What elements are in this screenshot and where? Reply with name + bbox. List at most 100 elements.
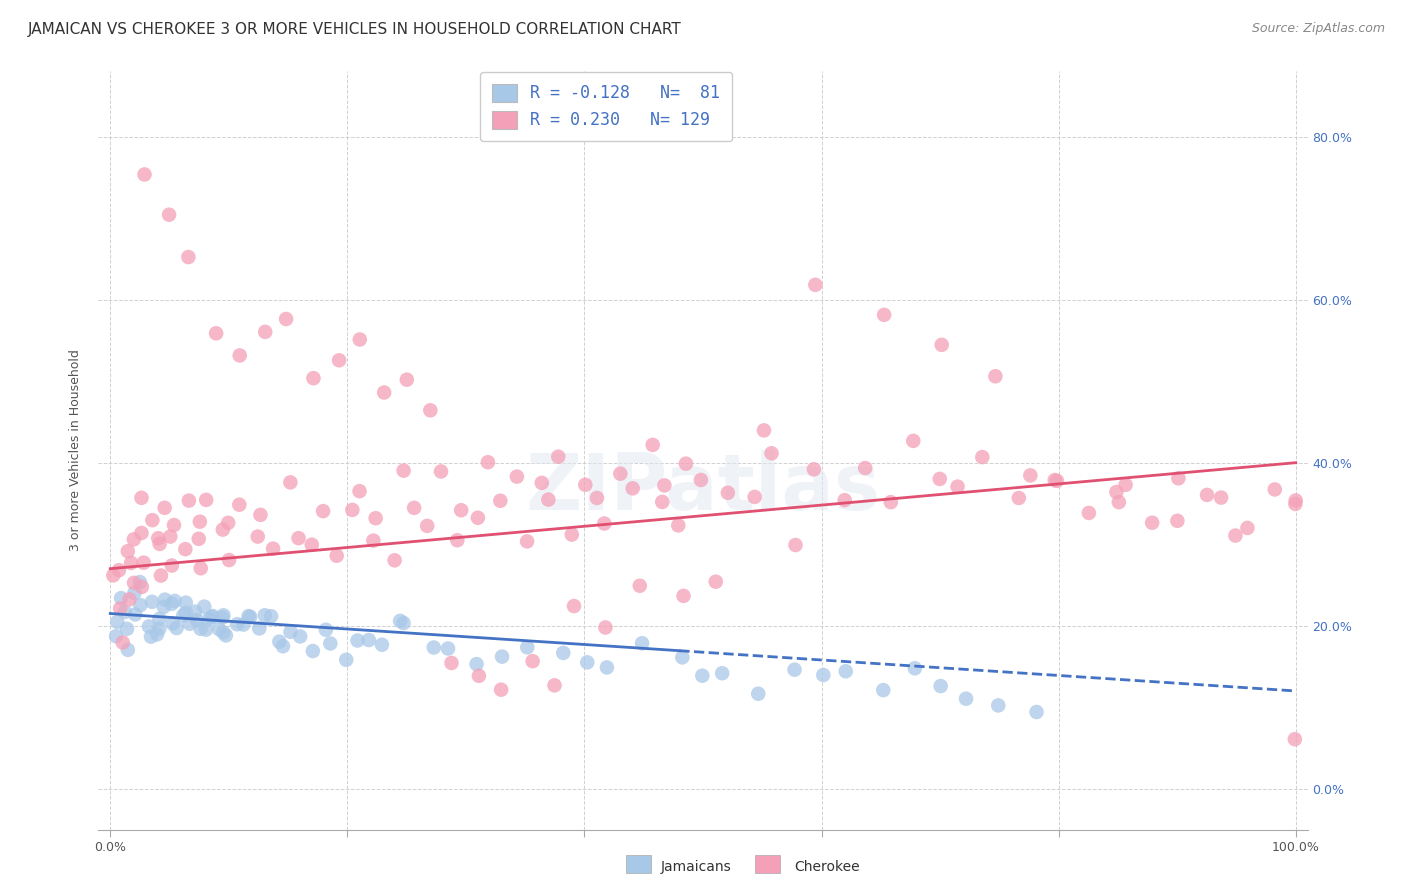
Point (609, 467, 631, 481)
Point (253, 608, 276, 623)
Point (1115, 478, 1137, 492)
Point (628, 579, 651, 593)
Point (692, 669, 714, 683)
Point (543, 678, 565, 692)
Point (357, 632, 380, 647)
Point (666, 518, 689, 533)
Point (174, 542, 197, 557)
Point (783, 663, 806, 677)
Point (239, 610, 262, 624)
Point (262, 541, 284, 556)
Point (124, 607, 146, 622)
Point (315, 623, 337, 637)
Point (1008, 491, 1031, 505)
Point (586, 491, 609, 505)
Point (872, 683, 894, 698)
Point (269, 634, 291, 648)
Point (229, 349, 252, 363)
Point (576, 656, 599, 670)
Point (1264, 483, 1286, 497)
Point (177, 493, 200, 508)
Point (373, 385, 395, 400)
Point (562, 599, 585, 613)
Point (246, 530, 269, 544)
Point (287, 531, 309, 545)
Point (522, 654, 544, 668)
Point (280, 624, 302, 639)
Point (122, 533, 145, 547)
Point (395, 373, 418, 387)
Point (141, 595, 163, 609)
Point (761, 446, 783, 460)
Point (114, 605, 136, 619)
Point (166, 621, 188, 635)
Point (160, 597, 183, 611)
Point (188, 515, 211, 529)
Point (1043, 473, 1066, 487)
Point (834, 493, 856, 508)
Point (325, 549, 347, 563)
Point (128, 575, 150, 590)
Point (103, 568, 125, 582)
Point (595, 620, 617, 634)
Point (955, 691, 977, 706)
Point (416, 519, 439, 533)
Point (853, 461, 876, 475)
Point (928, 472, 950, 486)
Point (465, 657, 488, 672)
Point (152, 599, 174, 614)
Text: ZIPatlas: ZIPatlas (526, 450, 880, 526)
Point (1019, 468, 1042, 483)
Point (195, 623, 218, 637)
Point (280, 475, 302, 490)
Point (553, 646, 575, 660)
Point (115, 622, 138, 636)
Point (312, 504, 335, 518)
Point (631, 636, 654, 650)
Point (880, 495, 903, 509)
Point (404, 500, 426, 515)
Point (423, 640, 446, 655)
Point (346, 633, 368, 648)
Point (149, 568, 172, 582)
Point (903, 434, 925, 448)
Point (163, 518, 186, 533)
Point (752, 423, 775, 437)
Point (489, 493, 512, 508)
Point (430, 465, 453, 479)
Point (132, 556, 155, 570)
Point (1046, 474, 1069, 488)
Point (174, 606, 197, 620)
Point (319, 636, 342, 650)
Point (437, 641, 460, 656)
Point (547, 450, 569, 464)
Point (651, 495, 673, 509)
Point (260, 609, 283, 624)
Point (1284, 732, 1306, 747)
Point (1167, 471, 1189, 485)
Point (419, 403, 441, 417)
Point (131, 580, 153, 594)
Point (1209, 491, 1232, 505)
Point (440, 656, 463, 670)
Point (654, 478, 676, 492)
Point (717, 485, 740, 500)
Point (157, 208, 180, 222)
Point (105, 629, 128, 643)
Point (1140, 516, 1163, 530)
Point (131, 525, 153, 540)
Point (187, 532, 209, 546)
Point (389, 614, 412, 628)
Text: Jamaicans: Jamaicans (661, 860, 731, 874)
Point (690, 473, 713, 487)
Point (131, 491, 153, 505)
Point (159, 529, 181, 543)
Point (172, 608, 194, 623)
Point (704, 574, 727, 589)
Point (371, 638, 394, 652)
Point (201, 610, 224, 624)
Point (190, 622, 212, 636)
Point (138, 619, 160, 633)
Point (384, 553, 406, 567)
Point (215, 628, 238, 642)
